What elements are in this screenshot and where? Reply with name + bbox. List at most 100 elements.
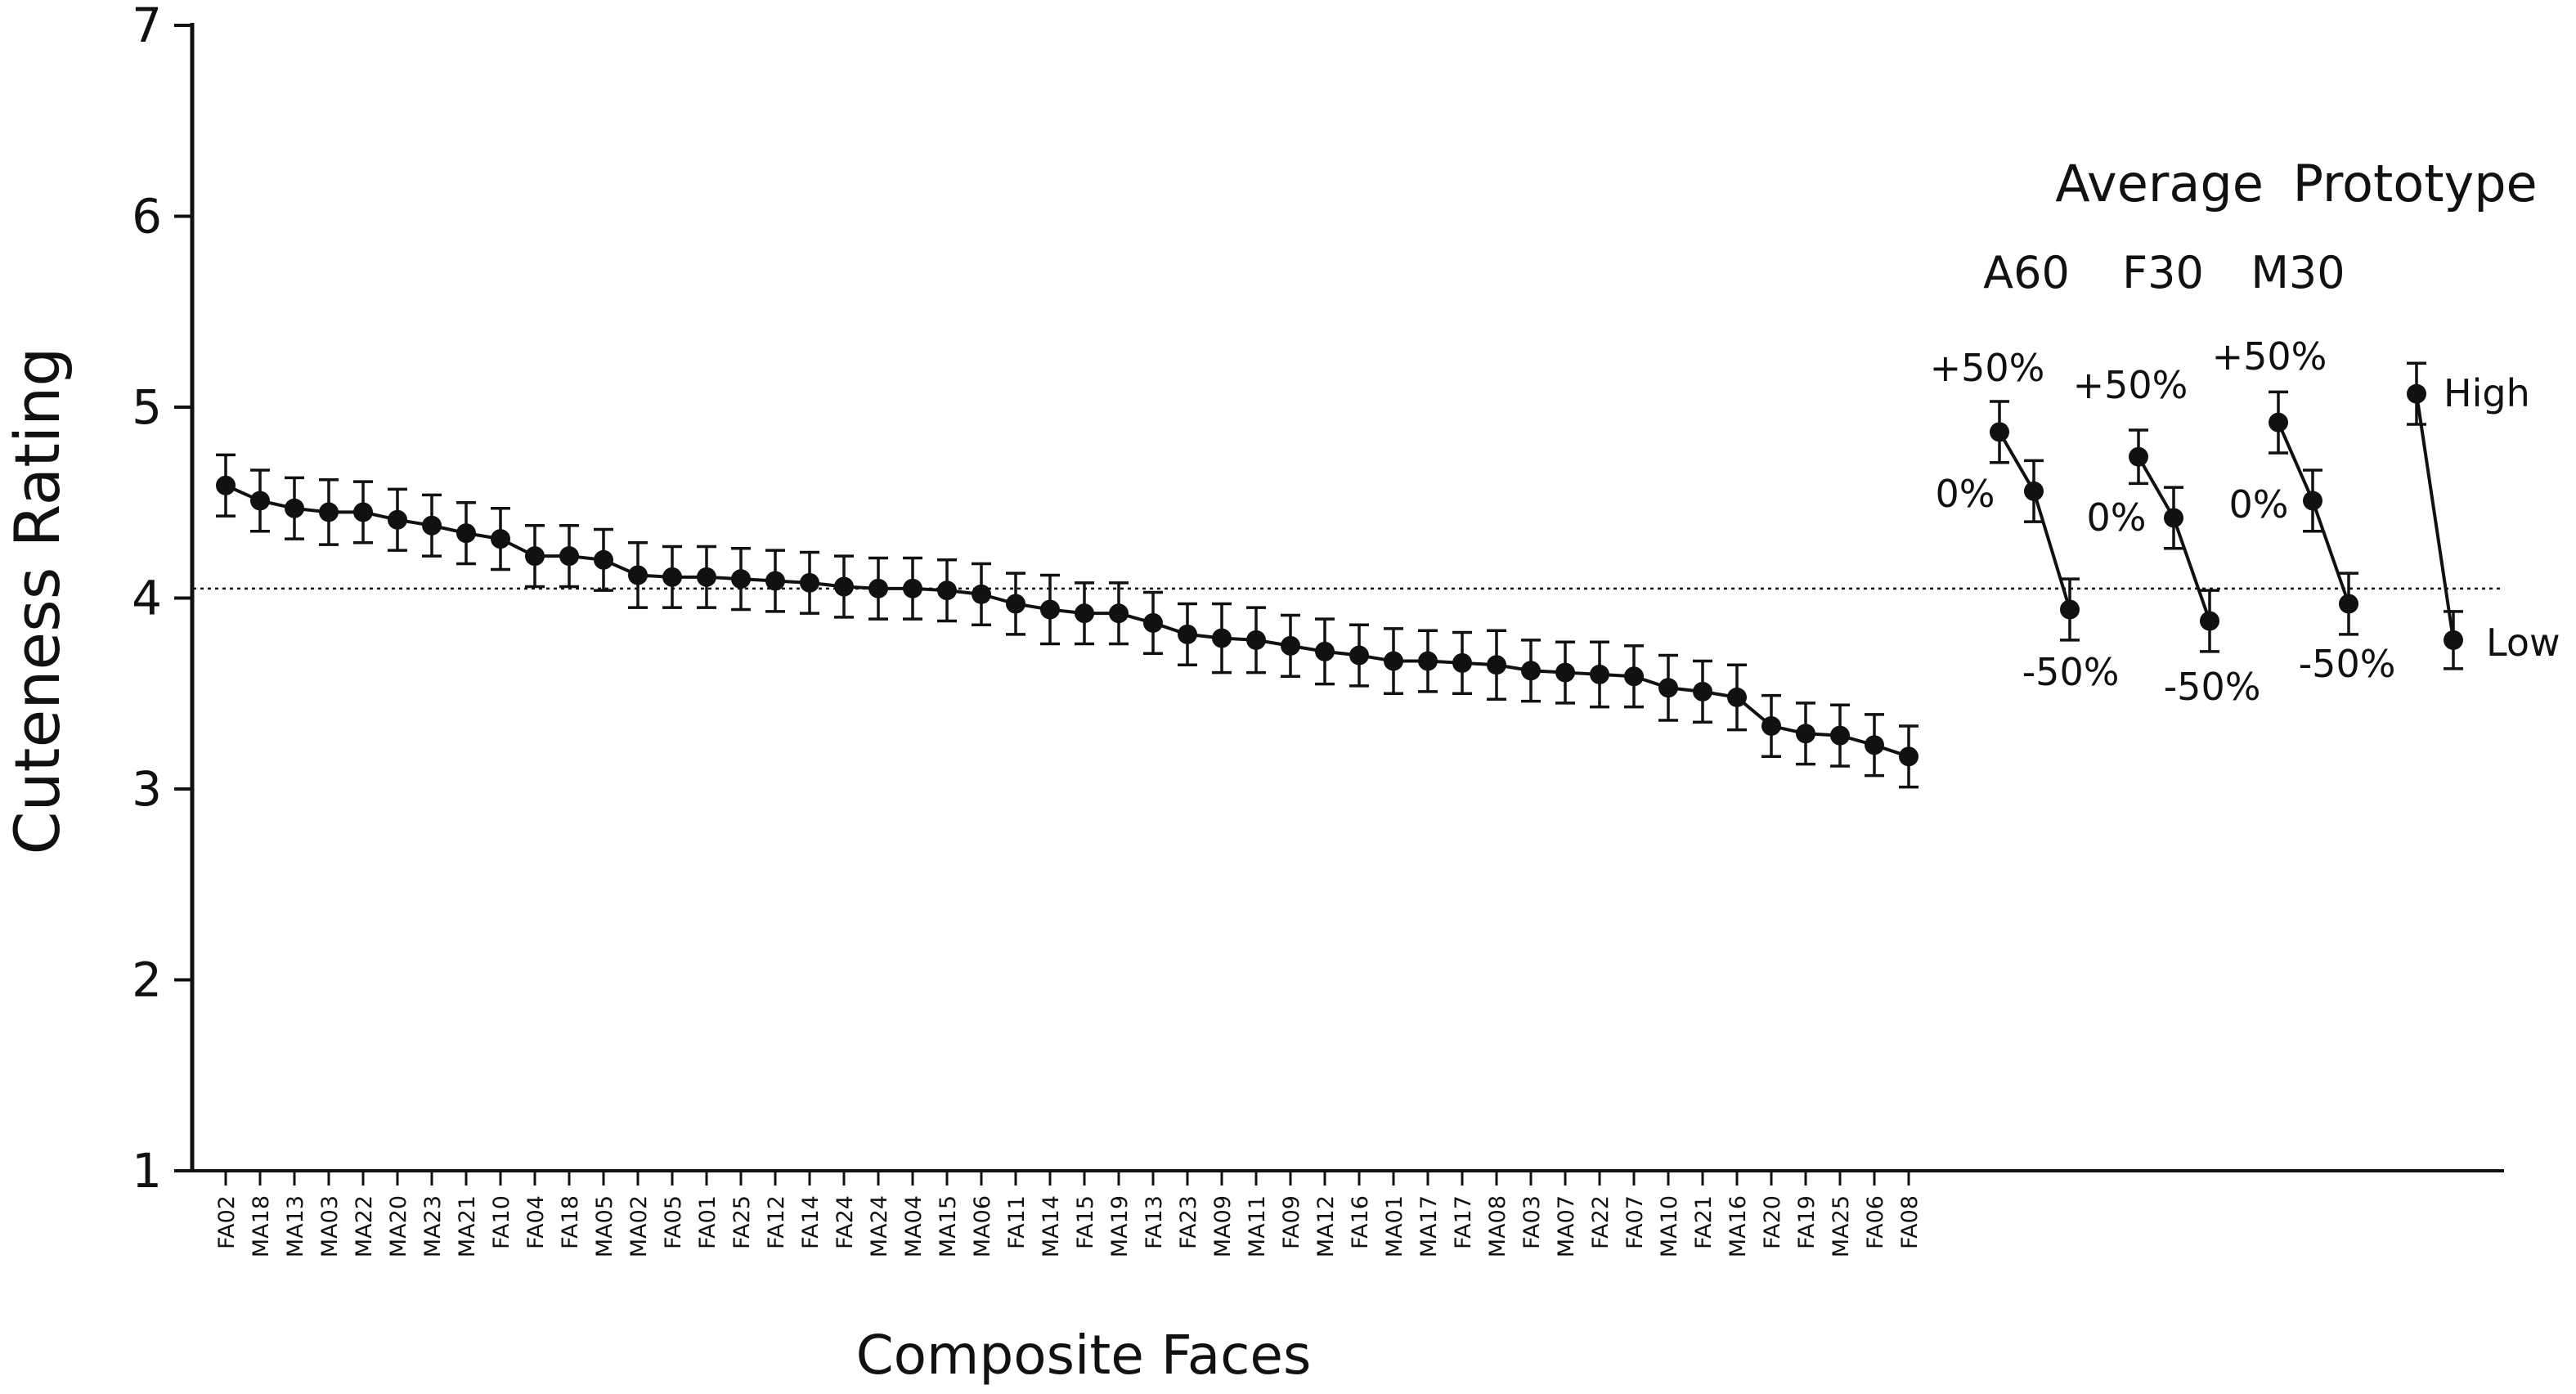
x-tick-label: MA07 — [1554, 1195, 1579, 1257]
data-point — [937, 580, 957, 601]
x-tick-label: MA01 — [1382, 1195, 1407, 1257]
prototype-point — [2269, 412, 2288, 433]
data-point — [1452, 652, 1472, 673]
data-point — [972, 584, 991, 604]
data-point — [491, 529, 510, 549]
data-point — [628, 565, 648, 585]
x-tick-label: MA24 — [867, 1195, 892, 1257]
x-tick-label: FA25 — [729, 1195, 755, 1249]
data-point — [594, 549, 613, 570]
x-tick-label: FA11 — [1004, 1195, 1030, 1249]
x-tick-label: FA22 — [1588, 1195, 1613, 1249]
x-tick-label: FA04 — [523, 1195, 549, 1249]
prototype-point — [2200, 611, 2219, 631]
prototype-point-label: +50% — [2073, 363, 2188, 407]
data-point — [1109, 603, 1129, 624]
data-point — [868, 578, 888, 598]
data-point — [697, 567, 716, 587]
prototype-group-label: M30 — [2251, 247, 2345, 298]
x-ticks: FA02 MA18 MA13 MA03 MA22 MA20 MA23 MA21 FA10 FA04… — [214, 1171, 1923, 1257]
prototype-point-label: +50% — [2212, 334, 2327, 379]
prototype-point-label: 0% — [1936, 472, 1995, 516]
prototype-point-label: -50% — [2022, 650, 2120, 694]
x-tick-label: FA07 — [1622, 1195, 1648, 1249]
data-point — [1487, 655, 1506, 675]
data-point — [903, 578, 922, 598]
data-point — [422, 515, 442, 536]
x-tick-label: FA03 — [1519, 1195, 1545, 1249]
x-tick-label: MA21 — [455, 1195, 480, 1257]
prototype-point-label: 0% — [2087, 495, 2147, 540]
x-tick-label: FA09 — [1279, 1195, 1304, 1249]
data-point — [1040, 599, 1060, 620]
x-tick-label: MA10 — [1657, 1195, 1682, 1257]
x-tick-label: FA08 — [1897, 1195, 1923, 1249]
prototype-point-label: High — [2444, 371, 2530, 415]
data-point — [353, 502, 373, 522]
prototype-point — [1990, 422, 2009, 442]
prototype-point — [2339, 594, 2358, 614]
x-tick-label: MA13 — [283, 1195, 308, 1257]
y-axis-label: Cuteness Rating — [1, 347, 74, 854]
y-tick-label: 1 — [132, 1143, 162, 1199]
data-point — [216, 475, 236, 495]
data-point — [1796, 724, 1815, 744]
x-tick-label: MA22 — [352, 1195, 377, 1257]
data-point — [1143, 612, 1163, 633]
data-point — [456, 523, 476, 544]
x-tick-label: FA06 — [1863, 1195, 1888, 1249]
data-point — [662, 567, 682, 587]
prototype-point — [2444, 630, 2463, 650]
x-tick-label: FA01 — [695, 1195, 720, 1249]
data-point — [1246, 630, 1266, 650]
data-point — [1865, 735, 1884, 755]
y-tick-label: 4 — [132, 571, 162, 626]
x-tick-label: FA21 — [1691, 1195, 1717, 1249]
data-point — [1727, 687, 1747, 707]
prototype-group-label: A60 — [1983, 247, 2070, 298]
x-tick-label: MA20 — [386, 1195, 411, 1257]
data-point — [1384, 651, 1403, 671]
data-point — [1212, 628, 1232, 648]
x-tick-label: MA03 — [317, 1195, 343, 1257]
y-tick-label: 3 — [132, 761, 162, 817]
prototype-point-label: +50% — [1930, 346, 2045, 390]
data-point — [765, 571, 785, 591]
x-tick-label: MA14 — [1039, 1195, 1064, 1257]
y-ticks: 1 2 3 4 5 6 7 — [132, 0, 192, 1199]
prototype-point — [2303, 491, 2322, 511]
x-tick-label: FA17 — [1451, 1195, 1476, 1249]
data-point — [800, 572, 819, 593]
x-tick-label: MA18 — [249, 1195, 274, 1257]
y-tick-label: 5 — [132, 379, 162, 435]
data-point — [1418, 651, 1438, 671]
data-point — [1555, 662, 1575, 683]
data-point — [1590, 664, 1609, 684]
x-tick-label: MA08 — [1485, 1195, 1510, 1257]
composite-series — [216, 453, 1919, 789]
data-point — [559, 546, 579, 567]
x-tick-label: FA20 — [1760, 1195, 1785, 1249]
y-tick-label: 2 — [132, 952, 162, 1008]
y-tick-label: 7 — [132, 0, 162, 53]
data-point — [1761, 715, 1781, 736]
x-tick-label: FA10 — [489, 1195, 514, 1249]
data-point — [1624, 666, 1644, 687]
x-tick-label: FA12 — [764, 1195, 789, 1249]
x-tick-label: FA24 — [832, 1195, 858, 1249]
x-tick-label: MA06 — [970, 1195, 995, 1257]
prototype-point-label: Low — [2486, 621, 2560, 665]
prototype-point — [2024, 481, 2044, 501]
data-point — [834, 576, 854, 597]
data-point — [1006, 594, 1025, 614]
x-tick-label: MA16 — [1726, 1195, 1751, 1257]
x-tick-label: MA09 — [1210, 1195, 1236, 1257]
x-tick-label: FA19 — [1794, 1195, 1820, 1249]
prototype-point — [2164, 508, 2183, 528]
data-point — [1899, 746, 1919, 767]
x-tick-label: MA02 — [626, 1195, 652, 1257]
x-tick-label: MA19 — [1107, 1195, 1133, 1257]
x-tick-label: FA14 — [798, 1195, 824, 1249]
data-point — [1693, 681, 1712, 701]
data-point — [250, 491, 270, 511]
